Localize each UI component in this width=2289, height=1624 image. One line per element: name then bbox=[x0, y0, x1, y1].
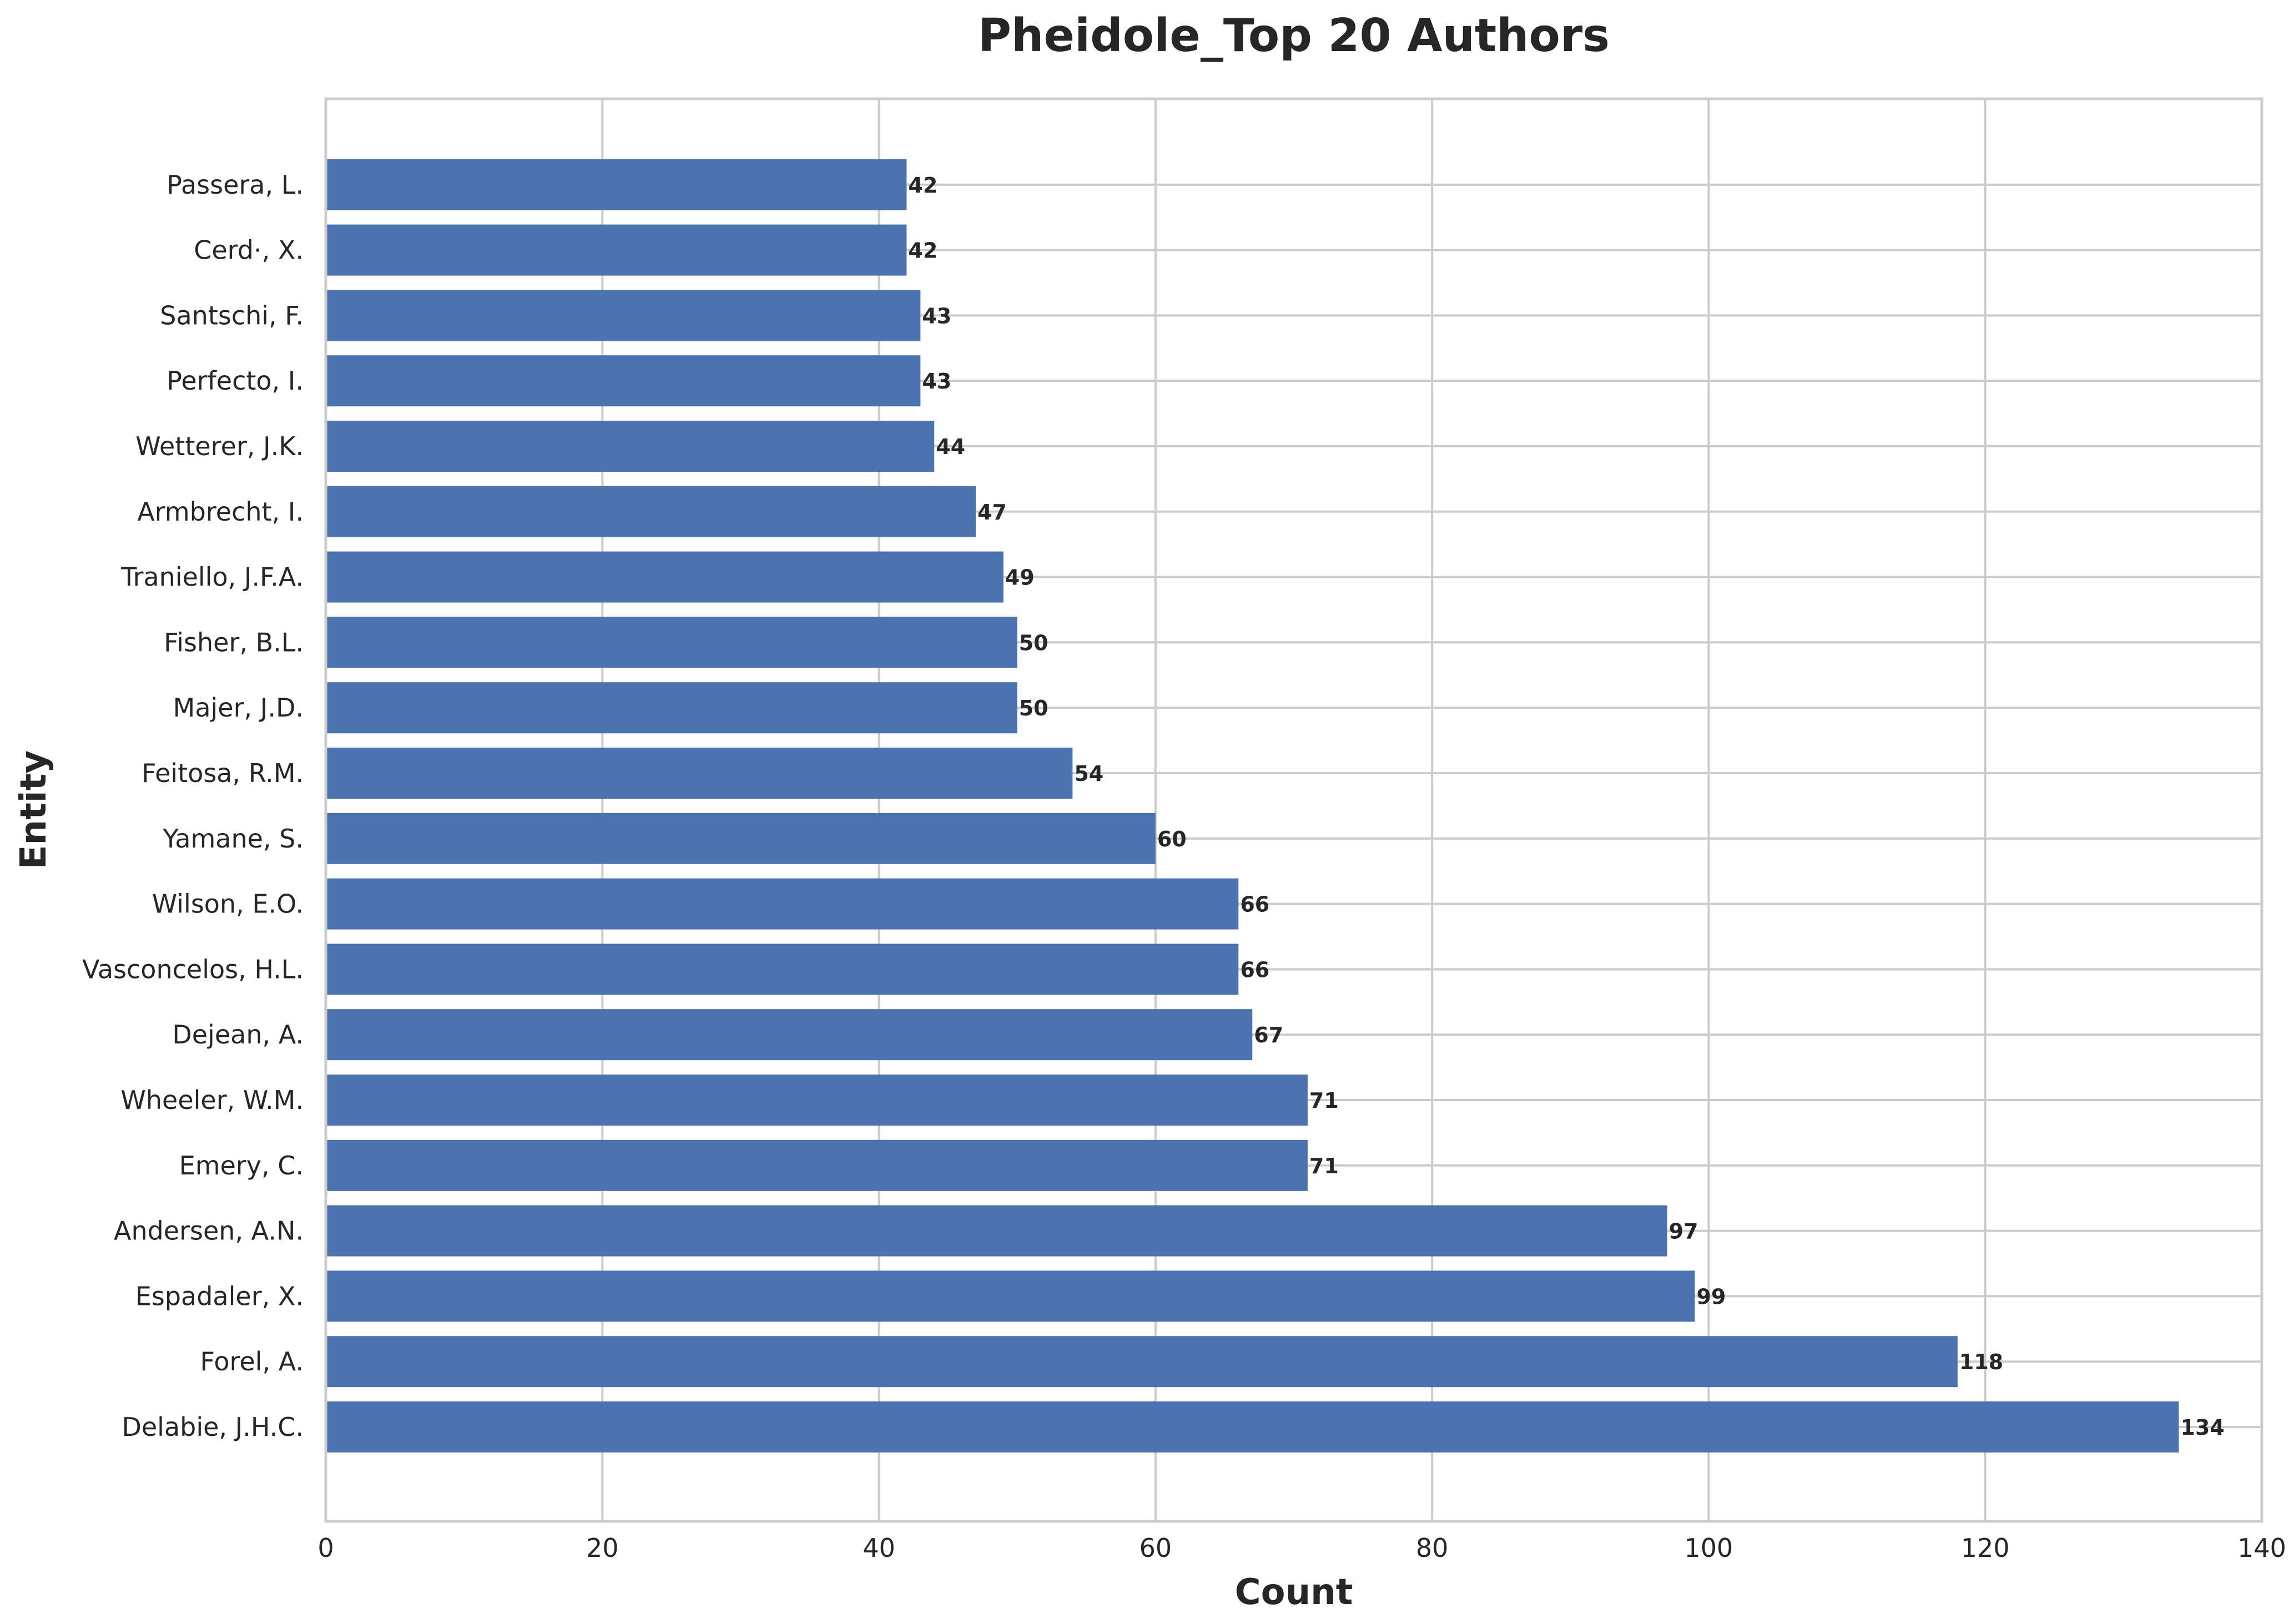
bar bbox=[326, 1009, 1253, 1061]
bar bbox=[326, 878, 1239, 930]
y-tick-label: Santschi, F. bbox=[160, 300, 304, 330]
y-tick-label: Traniello, J.F.A. bbox=[120, 562, 304, 592]
x-tick-label: 0 bbox=[317, 1533, 334, 1563]
bar bbox=[326, 617, 1017, 668]
y-tick-label: Yamane, S. bbox=[163, 824, 304, 854]
y-tick-label: Emery, C. bbox=[179, 1151, 304, 1181]
bar bbox=[326, 551, 1004, 603]
x-tick-label: 120 bbox=[1961, 1533, 2010, 1563]
bar-value-label: 71 bbox=[1309, 1154, 1339, 1178]
y-tick-label: Cerd·, X. bbox=[194, 235, 304, 265]
bar bbox=[326, 290, 921, 341]
bar bbox=[326, 486, 976, 537]
bar-value-label: 42 bbox=[908, 239, 937, 263]
bar bbox=[326, 1205, 1667, 1257]
y-tick-label: Espadaler, X. bbox=[135, 1281, 304, 1311]
y-tick-label: Vasconcelos, H.L. bbox=[82, 954, 304, 984]
y-tick-label: Wilson, E.O. bbox=[152, 889, 304, 919]
x-axis-label: Count bbox=[1235, 1572, 1353, 1613]
bar-value-label: 49 bbox=[1005, 566, 1035, 590]
value-labels: 134 118 99 97 71 71 67 66 66 60 54 50 50 49 47 44 43 43 42… bbox=[908, 173, 2224, 1440]
chart-title: Pheidole_Top 20 Authors bbox=[978, 9, 1610, 62]
x-tick-label: 80 bbox=[1416, 1533, 1449, 1563]
bar-value-label: 54 bbox=[1074, 761, 1103, 786]
bar bbox=[326, 355, 921, 407]
bar bbox=[326, 748, 1073, 799]
y-tick-label: Armbrecht, I. bbox=[137, 497, 304, 527]
bar-value-label: 66 bbox=[1240, 892, 1269, 917]
bar-value-label: 43 bbox=[922, 369, 951, 394]
bar bbox=[326, 1336, 1958, 1388]
y-tick-label: Feitosa, R.M. bbox=[142, 758, 304, 788]
y-tick-label: Perfecto, I. bbox=[167, 366, 304, 396]
x-tick-label: 100 bbox=[1685, 1533, 1733, 1563]
plot-frame bbox=[324, 97, 2263, 1523]
bar-value-label: 44 bbox=[936, 435, 965, 459]
bar-value-label: 66 bbox=[1240, 957, 1269, 982]
bar-value-label: 67 bbox=[1254, 1023, 1283, 1047]
bar bbox=[326, 421, 935, 472]
x-tick-label: 20 bbox=[586, 1533, 619, 1563]
bar bbox=[326, 1139, 1308, 1191]
y-axis-label: Entity bbox=[13, 750, 54, 869]
bar-value-label: 99 bbox=[1697, 1284, 1726, 1309]
bar-value-label: 47 bbox=[977, 500, 1007, 524]
bar bbox=[326, 1075, 1308, 1126]
y-tick-label: Wheeler, W.M. bbox=[120, 1085, 304, 1115]
bar bbox=[326, 682, 1017, 734]
bars-layer bbox=[326, 159, 2179, 1452]
bar-value-label: 60 bbox=[1157, 827, 1187, 851]
y-tick-label: Majer, J.D. bbox=[173, 693, 304, 723]
bar bbox=[326, 813, 1156, 864]
y-tick-label: Forel, A. bbox=[200, 1346, 304, 1376]
y-tick-label: Passera, L. bbox=[167, 170, 304, 200]
bar-value-label: 50 bbox=[1019, 696, 1048, 720]
bar bbox=[326, 1270, 1695, 1322]
x-tick-label: 60 bbox=[1140, 1533, 1172, 1563]
y-tick-label: Andersen, A.N. bbox=[114, 1216, 304, 1246]
bar-value-label: 97 bbox=[1669, 1219, 1698, 1244]
bar-value-label: 42 bbox=[908, 173, 937, 198]
y-tick-label: Wetterer, J.K. bbox=[135, 431, 304, 461]
bar bbox=[326, 159, 907, 210]
y-tick-label: Fisher, B.L. bbox=[164, 627, 304, 657]
bar-value-label: 43 bbox=[922, 304, 951, 328]
bar-value-label: 50 bbox=[1019, 631, 1048, 655]
x-tick-label: 40 bbox=[863, 1533, 895, 1563]
bar bbox=[326, 944, 1239, 995]
bar-value-label: 118 bbox=[1959, 1350, 2003, 1374]
bar-value-label: 134 bbox=[2181, 1415, 2225, 1440]
y-tick-labels: Delabie, J.H.C. Forel, A. Espadaler, X. And… bbox=[82, 170, 304, 1442]
y-tick-label: Dejean, A. bbox=[172, 1020, 304, 1050]
bar bbox=[326, 224, 907, 276]
x-tick-labels: 0 20 40 60 80 100 120 140 bbox=[317, 1533, 2286, 1563]
y-tick-label: Delabie, J.H.C. bbox=[122, 1412, 304, 1442]
bar bbox=[326, 1401, 2179, 1452]
bar-value-label: 71 bbox=[1309, 1088, 1339, 1113]
x-tick-label: 140 bbox=[2237, 1533, 2286, 1563]
